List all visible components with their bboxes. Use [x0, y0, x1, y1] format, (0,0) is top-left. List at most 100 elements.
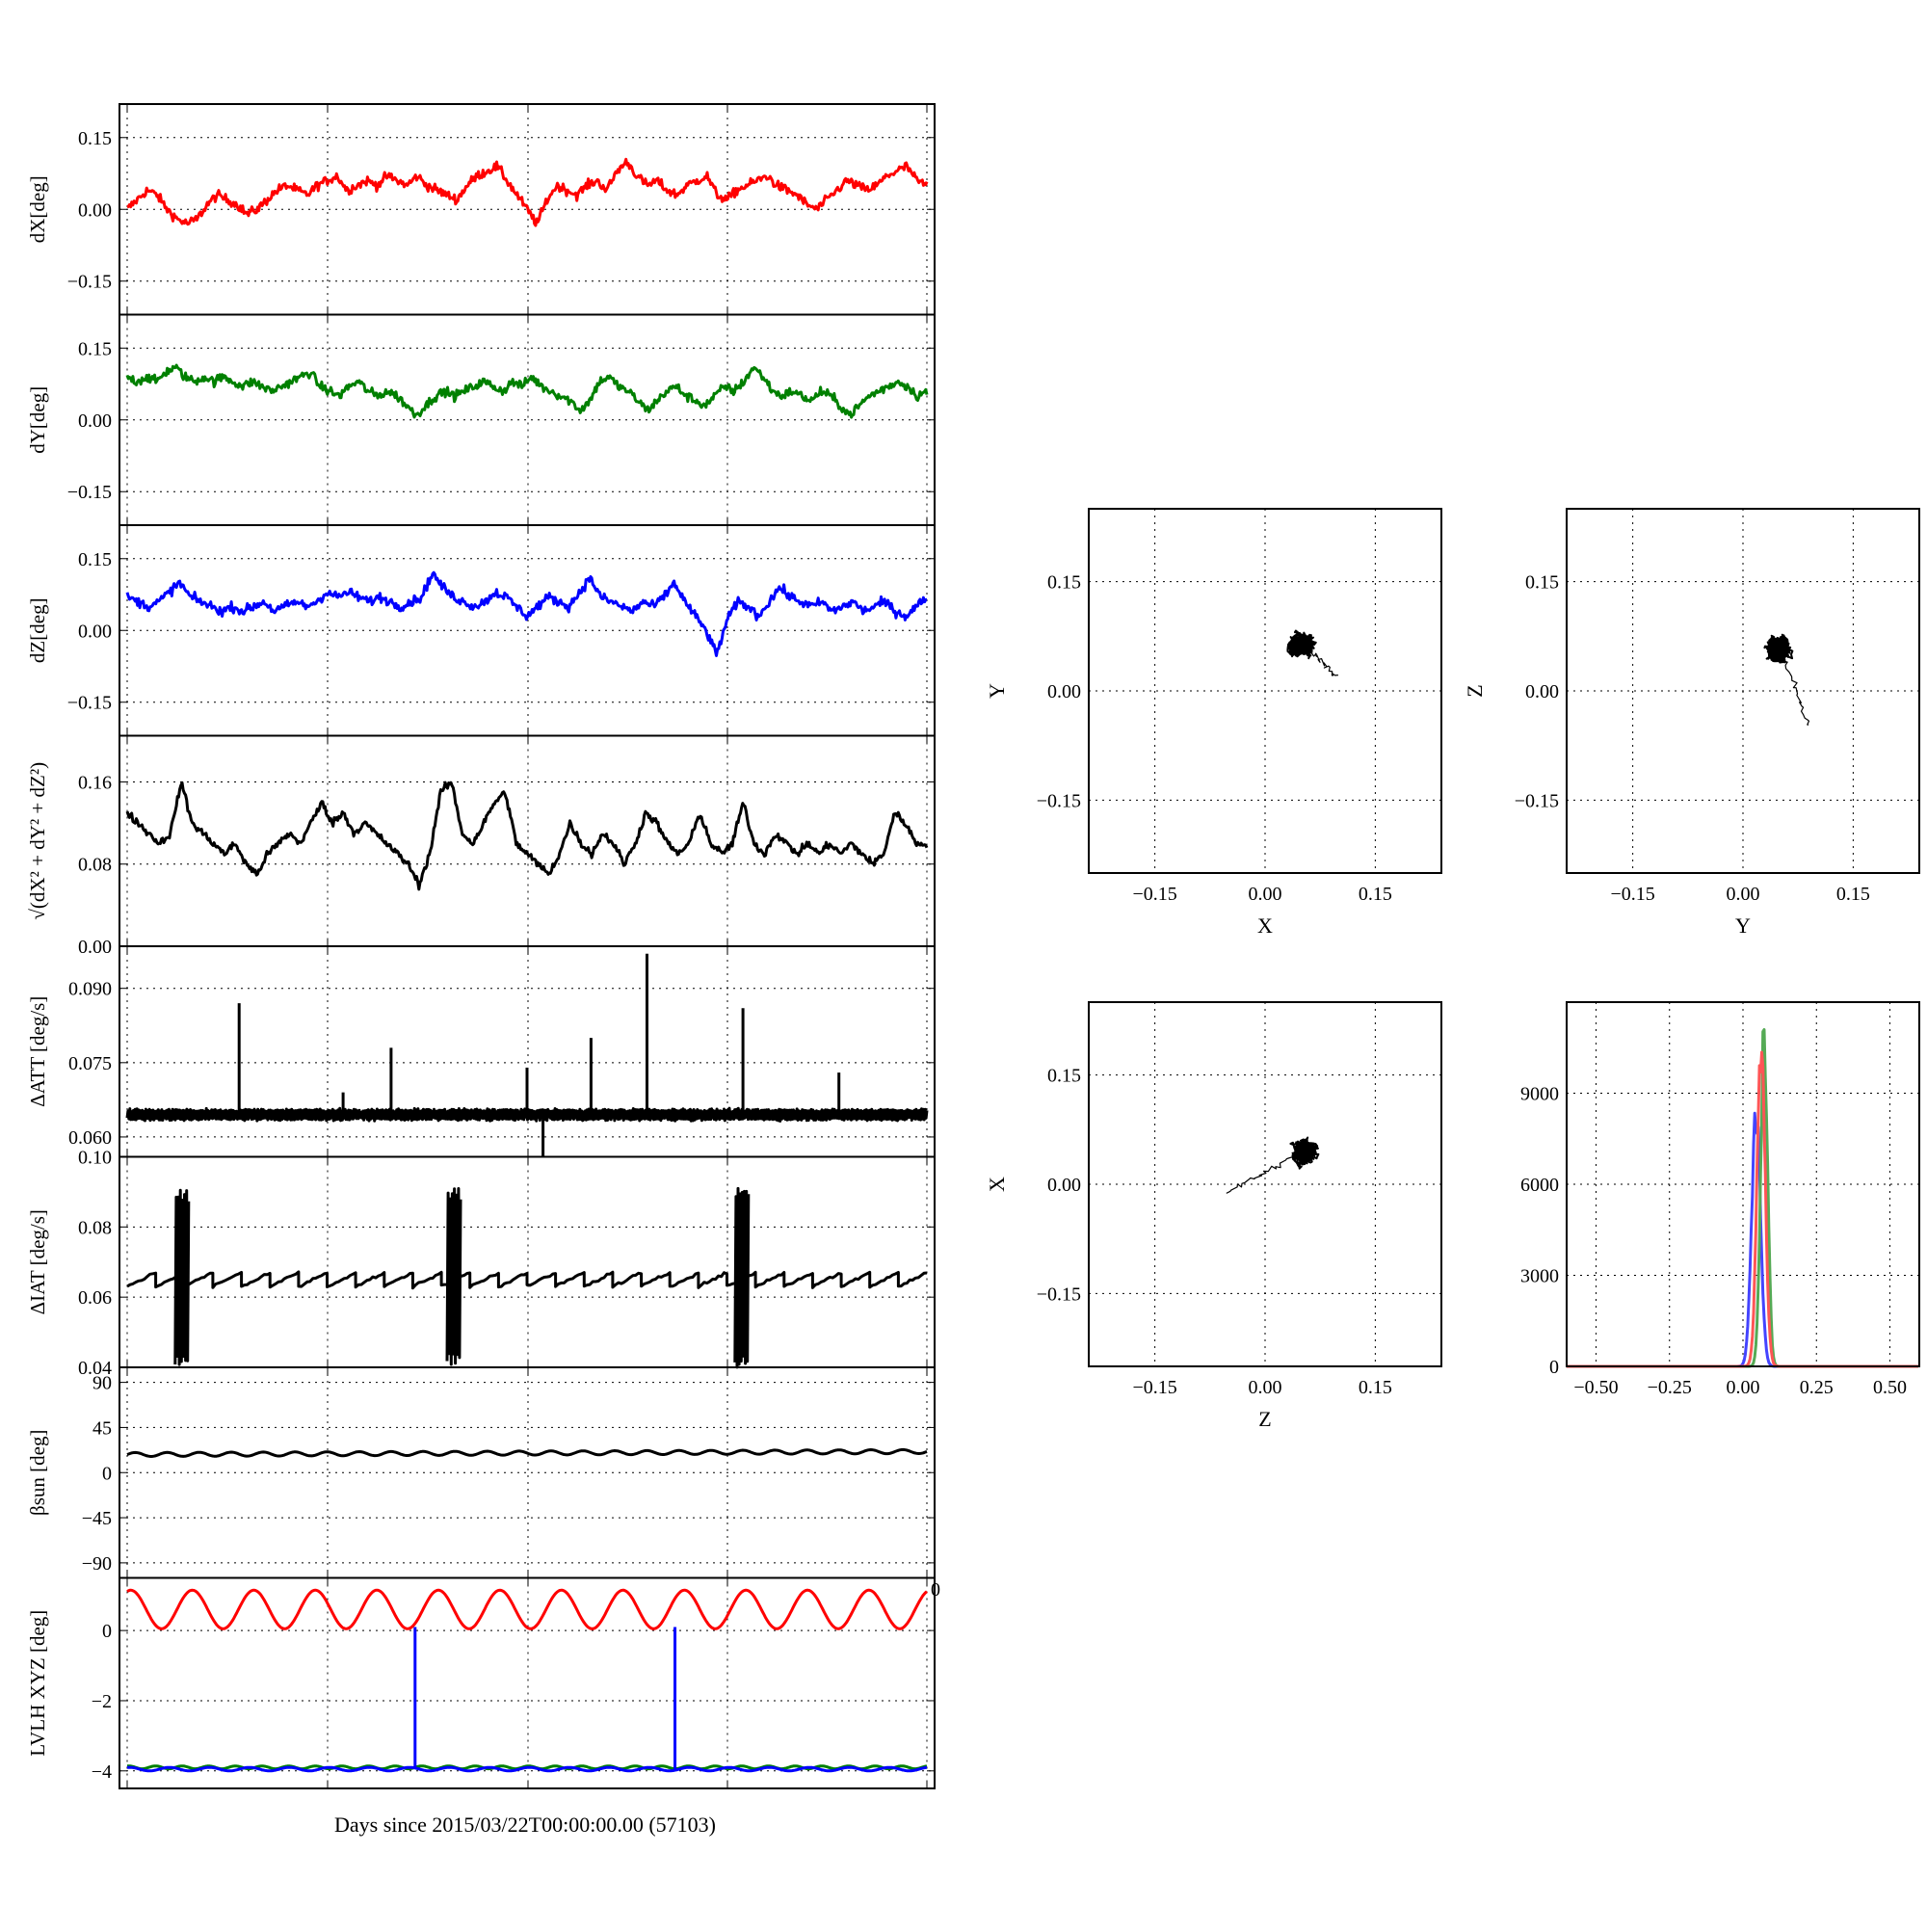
y-tick-label: 0.15 — [1047, 1066, 1081, 1087]
y-tick-label: 0.04 — [78, 1358, 112, 1379]
panel-norm: 0.16 0.08 0.00 √(dX² + dY² + dZ²) — [26, 734, 936, 958]
series-line — [125, 781, 929, 891]
series-line — [125, 570, 928, 657]
x-tick-label: −0.50 — [1573, 1377, 1618, 1398]
burst-mark — [733, 1186, 751, 1369]
histogram-panel-frame — [1566, 1001, 1920, 1367]
series-line — [126, 1588, 928, 1630]
scatter-tail — [1226, 1151, 1304, 1194]
y-tick-label: 0.00 — [78, 937, 112, 958]
panel-datt: 0.090 0.075 0.060 ΔATT [deg/s] — [26, 945, 936, 1158]
y-tick-label: 0.15 — [78, 128, 112, 149]
panel-norm-frame — [119, 734, 936, 947]
y-tick-label: −90 — [82, 1553, 112, 1575]
y-axis-label: ΔIAT [deg/s] — [26, 1209, 49, 1314]
histogram-panel: −0.50 −0.25 0.00 0.25 0.50 0 3000 6000 9000 — [1520, 1001, 1920, 1398]
x-axis-label: Y — [1735, 913, 1751, 938]
y-tick-label: 3000 — [1520, 1266, 1559, 1287]
y-tick-label: 0.15 — [1047, 572, 1081, 594]
x-tick-label: 0.50 — [1873, 1377, 1907, 1398]
x-tick-label: 0 — [931, 1579, 940, 1601]
histogram-series — [1566, 1028, 1919, 1368]
y-tick-label: −45 — [82, 1508, 112, 1529]
y-axis-label: βsun [deg] — [26, 1430, 49, 1516]
series-line — [125, 363, 929, 419]
x-tick-label: −0.25 — [1648, 1377, 1692, 1398]
scatter-xy: −0.15 −0.15 0.00 0.00 0.15 0.15 X Y — [985, 508, 1442, 938]
x-axis-label: X — [1257, 913, 1273, 938]
panel-dy: 0.15 0.00 −0.15 dY[deg] — [26, 313, 936, 526]
scatter-yz-frame — [1566, 508, 1920, 874]
series-line — [126, 1765, 928, 1773]
y-tick-label: 6000 — [1520, 1175, 1559, 1196]
y-axis-label: Z — [1463, 684, 1487, 697]
scatter-yz: −0.15 −0.15 0.00 0.00 0.15 0.15 Y Z — [1463, 508, 1920, 938]
y-tick-label: 45 — [92, 1417, 112, 1439]
y-tick-label: 0.10 — [78, 1148, 112, 1169]
scatter-points — [1763, 633, 1794, 664]
y-tick-label: 0.08 — [78, 1217, 112, 1238]
x-tick-label: 0.25 — [1800, 1377, 1834, 1398]
y-tick-label: −0.15 — [67, 482, 112, 503]
histogram-series — [1566, 1111, 1919, 1368]
y-axis-label: ΔATT [deg/s] — [26, 996, 49, 1107]
y-tick-label: −0.15 — [67, 693, 112, 714]
y-tick-label: −4 — [92, 1761, 112, 1783]
y-tick-label: 0 — [1549, 1357, 1559, 1378]
series-line — [126, 1270, 928, 1290]
y-tick-label: 9000 — [1520, 1084, 1559, 1105]
burst-mark — [445, 1187, 462, 1366]
y-tick-label: 0.08 — [78, 855, 112, 876]
y-tick-label: −0.15 — [1037, 790, 1081, 811]
y-tick-label: 0.15 — [78, 338, 112, 359]
y-axis-label: dY[deg] — [26, 386, 49, 454]
y-tick-label: 0.090 — [68, 979, 112, 1000]
panel-diat-frame — [119, 1155, 936, 1368]
y-tick-label: 0.00 — [78, 199, 112, 221]
x-tick-label: 0.00 — [1727, 884, 1760, 905]
panel-diat: 0.10 0.08 0.06 0.04 ΔIAT [deg/s] — [26, 1148, 936, 1379]
scatter-points — [1286, 629, 1317, 660]
y-axis-label: X — [985, 1177, 1009, 1192]
x-tick-label: 0.00 — [1249, 884, 1282, 905]
y-tick-label: −0.15 — [1037, 1284, 1081, 1305]
y-tick-label: 0.00 — [78, 621, 112, 642]
scatter-tail — [1779, 647, 1810, 726]
y-tick-label: 90 — [92, 1373, 112, 1394]
y-tick-label: 0 — [102, 1621, 112, 1642]
scatter-tail — [1301, 643, 1338, 676]
x-tick-label: 0.15 — [1836, 884, 1870, 905]
y-tick-label: 0.075 — [68, 1053, 112, 1074]
x-tick-label: −0.15 — [1132, 884, 1176, 905]
y-tick-label: 0.15 — [78, 549, 112, 570]
histogram-series — [1566, 1050, 1919, 1368]
scatter-xy-frame — [1088, 508, 1442, 874]
y-axis-label: LVLH XYZ [deg] — [26, 1610, 49, 1757]
y-tick-label: 0.06 — [78, 1287, 112, 1309]
panel-dx: 0.15 0.00 −0.15 dX[deg] — [26, 103, 936, 316]
y-tick-label: 0.16 — [78, 772, 112, 793]
x-axis-label: Z — [1258, 1407, 1271, 1431]
series-line — [126, 157, 929, 227]
scatter-points — [1289, 1136, 1320, 1170]
y-tick-label: 0.00 — [78, 410, 112, 432]
y-tick-label: 0.00 — [1525, 681, 1559, 702]
time-axis-label: Days since 2015/03/22T00:00:00.00 (57103… — [334, 1813, 716, 1837]
scatter-zx-frame — [1088, 1001, 1442, 1367]
y-axis-label: Y — [985, 683, 1009, 699]
y-axis-label: dZ[deg] — [26, 597, 49, 663]
series-line — [125, 1106, 929, 1123]
panel-dz: 0.15 0.00 −0.15 dZ[deg] — [26, 524, 936, 737]
x-tick-label: 0.00 — [1249, 1377, 1282, 1398]
x-tick-label: −0.15 — [1610, 884, 1654, 905]
panel-datt-frame — [119, 945, 936, 1158]
panel-lvlh: 0 −2 −4 LVLH XYZ [deg] — [26, 1576, 936, 1789]
y-tick-label: 0.00 — [1047, 681, 1081, 702]
series-line — [126, 1447, 928, 1458]
panel-lvlh-frame — [119, 1576, 936, 1789]
x-tick-label: 0.15 — [1359, 1377, 1392, 1398]
y-tick-label: −0.15 — [1515, 790, 1559, 811]
y-tick-label: 0.15 — [1525, 572, 1559, 594]
